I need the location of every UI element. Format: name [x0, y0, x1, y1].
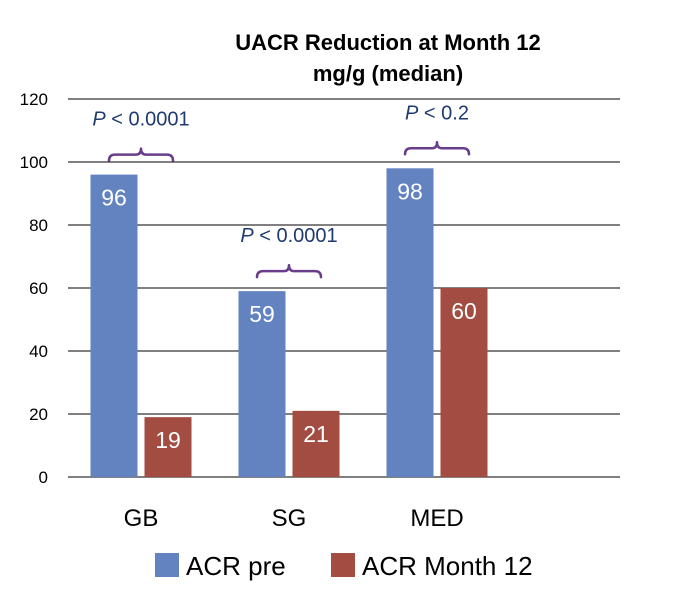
data-label-gb-acr-month-12: 19 — [155, 427, 181, 453]
chart-title: UACR Reduction at Month 12 — [235, 30, 541, 55]
data-label-sg-acr-pre: 59 — [249, 301, 275, 327]
x-category-label-gb: GB — [124, 505, 159, 532]
bar-sg-acr-month-12 — [292, 410, 340, 477]
bar-med-acr-month-12 — [440, 288, 488, 477]
bar-sg-acr-pre — [238, 291, 286, 477]
p-symbol: P — [405, 102, 419, 124]
p-value-annotation-gb: P < 0.0001 — [92, 109, 189, 131]
data-label-med-acr-month-12: 60 — [451, 298, 477, 324]
bracket-sg — [255, 263, 323, 279]
p-value-text: < 0.0001 — [106, 109, 190, 131]
data-label-gb-acr-pre: 96 — [101, 185, 127, 211]
x-category-label-sg: SG — [272, 505, 307, 532]
p-symbol: P — [240, 225, 254, 247]
p-value-annotation-med: P < 0.2 — [405, 102, 469, 124]
bars — [90, 168, 488, 478]
p-value-annotation-sg: P < 0.0001 — [240, 225, 337, 247]
data-label-med-acr-pre: 98 — [397, 178, 423, 204]
y-tick-label: 20 — [29, 405, 48, 424]
legend: ACR pre ACR Month 12 — [155, 551, 533, 581]
x-category-label-med: MED — [410, 505, 463, 532]
legend-swatch-acr-pre — [155, 553, 179, 577]
data-labels: 96 59 98 19 21 60 — [101, 178, 477, 453]
x-axis-categories: GB SG MED — [124, 505, 464, 532]
legend-label-acr-pre: ACR pre — [186, 551, 286, 581]
y-tick-label: 100 — [20, 153, 48, 172]
y-tick-label: 80 — [29, 216, 48, 235]
bar-gb-acr-month-12 — [144, 417, 192, 477]
y-tick-label: 0 — [39, 468, 48, 487]
legend-swatch-acr-month-12 — [331, 553, 355, 577]
bracket-gb — [107, 147, 175, 162]
p-value-text: < 0.2 — [418, 102, 469, 124]
bracket-med — [403, 141, 471, 156]
data-label-sg-acr-month-12: 21 — [303, 421, 329, 447]
bar-gb-acr-pre — [90, 174, 138, 477]
legend-label-acr-month-12: ACR Month 12 — [362, 551, 533, 581]
chart-subtitle: mg/g (median) — [313, 61, 463, 86]
y-tick-label: 40 — [29, 342, 48, 361]
bar-med-acr-pre — [386, 168, 434, 478]
y-tick-label: 60 — [29, 279, 48, 298]
y-axis-ticks: 0 20 40 60 80 100 120 — [20, 90, 48, 487]
gridlines — [68, 98, 620, 478]
y-tick-label: 120 — [20, 90, 48, 109]
p-value-text: < 0.0001 — [254, 225, 338, 247]
p-symbol: P — [92, 109, 106, 131]
